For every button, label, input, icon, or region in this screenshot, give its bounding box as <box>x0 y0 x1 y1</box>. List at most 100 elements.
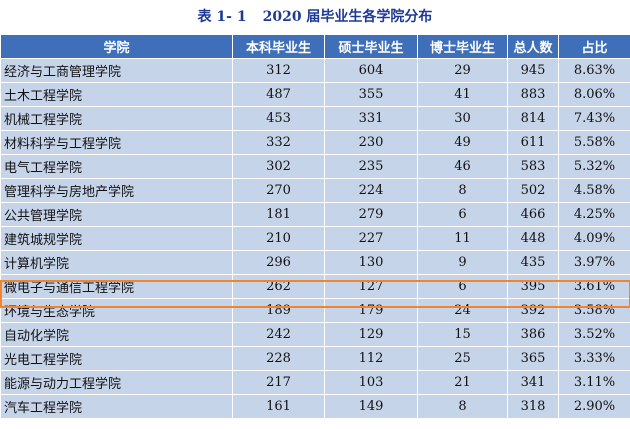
master-count: 127 <box>324 274 418 299</box>
table-row: 自动化学院 242 129 15 386 3.52% <box>0 322 630 347</box>
table-row-highlighted: 微电子与通信工程学院 262 127 6 395 3.61% <box>0 274 630 299</box>
total-count: 466 <box>507 202 559 227</box>
college-name: 管理科学与房地产学院 <box>0 178 233 203</box>
master-count: 355 <box>324 82 418 107</box>
undergraduate-count: 189 <box>232 298 325 323</box>
share-percent: 4.58% <box>558 178 630 203</box>
share-percent: 3.33% <box>558 346 630 371</box>
header-total: 总人数 <box>507 34 559 59</box>
total-count: 583 <box>507 154 559 179</box>
doctoral-count: 6 <box>417 274 508 299</box>
undergraduate-count: 332 <box>232 130 325 155</box>
master-count: 112 <box>324 346 418 371</box>
doctoral-count: 9 <box>417 250 508 275</box>
total-count: 502 <box>507 178 559 203</box>
total-count: 365 <box>507 346 559 371</box>
doctoral-count: 30 <box>417 106 508 131</box>
total-count: 386 <box>507 322 559 347</box>
college-name: 能源与动力工程学院 <box>0 370 233 395</box>
doctoral-count: 29 <box>417 58 508 83</box>
college-name: 建筑城规学院 <box>0 226 233 251</box>
share-percent: 3.11% <box>558 370 630 395</box>
table-row: 汽车工程学院 161 149 8 318 2.90% <box>0 394 630 419</box>
college-name: 自动化学院 <box>0 322 233 347</box>
table-row: 材料科学与工程学院 332 230 49 611 5.58% <box>0 130 630 155</box>
table-header-row: 学院 本科毕业生 硕士毕业生 博士毕业生 总人数 占比 <box>0 34 630 59</box>
undergraduate-count: 228 <box>232 346 325 371</box>
share-percent: 2.90% <box>558 394 630 419</box>
header-master: 硕士毕业生 <box>324 34 418 59</box>
table-row: 能源与动力工程学院 217 103 21 341 3.11% <box>0 370 630 395</box>
master-count: 130 <box>324 250 418 275</box>
master-count: 149 <box>324 394 418 419</box>
table-caption: 表 1- 1 2020 届毕业生各学院分布 <box>0 0 630 34</box>
table-row: 建筑城规学院 210 227 11 448 4.09% <box>0 226 630 251</box>
table-row: 土木工程学院 487 355 41 883 8.06% <box>0 82 630 107</box>
college-name: 微电子与通信工程学院 <box>0 274 233 299</box>
doctoral-count: 11 <box>417 226 508 251</box>
doctoral-count: 21 <box>417 370 508 395</box>
undergraduate-count: 217 <box>232 370 325 395</box>
table-row: 光电工程学院 228 112 25 365 3.33% <box>0 346 630 371</box>
undergraduate-count: 270 <box>232 178 325 203</box>
undergraduate-count: 312 <box>232 58 325 83</box>
college-name: 经济与工商管理学院 <box>0 58 233 83</box>
college-name: 土木工程学院 <box>0 82 233 107</box>
undergraduate-count: 487 <box>232 82 325 107</box>
table-row: 公共管理学院 181 279 6 466 4.25% <box>0 202 630 227</box>
share-percent: 4.09% <box>558 226 630 251</box>
college-name: 机械工程学院 <box>0 106 233 131</box>
share-percent: 3.58% <box>558 298 630 323</box>
table-row: 机械工程学院 453 331 30 814 7.43% <box>0 106 630 131</box>
master-count: 279 <box>324 202 418 227</box>
header-undergraduate: 本科毕业生 <box>232 34 325 59</box>
college-name: 公共管理学院 <box>0 202 233 227</box>
total-count: 814 <box>507 106 559 131</box>
doctoral-count: 41 <box>417 82 508 107</box>
undergraduate-count: 161 <box>232 394 325 419</box>
college-name: 计算机学院 <box>0 250 233 275</box>
share-percent: 5.58% <box>558 130 630 155</box>
doctoral-count: 49 <box>417 130 508 155</box>
master-count: 230 <box>324 130 418 155</box>
total-count: 945 <box>507 58 559 83</box>
master-count: 604 <box>324 58 418 83</box>
doctoral-count: 25 <box>417 346 508 371</box>
share-percent: 3.97% <box>558 250 630 275</box>
total-count: 318 <box>507 394 559 419</box>
undergraduate-count: 181 <box>232 202 325 227</box>
share-percent: 5.32% <box>558 154 630 179</box>
college-name: 环境与生态学院 <box>0 298 233 323</box>
table-row: 经济与工商管理学院 312 604 29 945 8.63% <box>0 58 630 83</box>
share-percent: 3.61% <box>558 274 630 299</box>
master-count: 331 <box>324 106 418 131</box>
share-percent: 8.63% <box>558 58 630 83</box>
master-count: 235 <box>324 154 418 179</box>
graduates-by-college-table: 学院 本科毕业生 硕士毕业生 博士毕业生 总人数 占比 经济与工商管理学院 31… <box>0 34 630 419</box>
table-row: 计算机学院 296 130 9 435 3.97% <box>0 250 630 275</box>
total-count: 392 <box>507 298 559 323</box>
doctoral-count: 24 <box>417 298 508 323</box>
total-count: 395 <box>507 274 559 299</box>
undergraduate-count: 453 <box>232 106 325 131</box>
master-count: 103 <box>324 370 418 395</box>
header-doctoral: 博士毕业生 <box>417 34 508 59</box>
master-count: 224 <box>324 178 418 203</box>
college-name: 电气工程学院 <box>0 154 233 179</box>
share-percent: 4.25% <box>558 202 630 227</box>
total-count: 883 <box>507 82 559 107</box>
table-number: 表 1- 1 <box>197 9 247 25</box>
share-percent: 8.06% <box>558 82 630 107</box>
doctoral-count: 15 <box>417 322 508 347</box>
college-name: 光电工程学院 <box>0 346 233 371</box>
doctoral-count: 6 <box>417 202 508 227</box>
college-name: 汽车工程学院 <box>0 394 233 419</box>
doctoral-count: 8 <box>417 178 508 203</box>
total-count: 448 <box>507 226 559 251</box>
college-name: 材料科学与工程学院 <box>0 130 233 155</box>
doctoral-count: 8 <box>417 394 508 419</box>
doctoral-count: 46 <box>417 154 508 179</box>
undergraduate-count: 262 <box>232 274 325 299</box>
total-count: 435 <box>507 250 559 275</box>
table-row: 环境与生态学院 189 179 24 392 3.58% <box>0 298 630 323</box>
